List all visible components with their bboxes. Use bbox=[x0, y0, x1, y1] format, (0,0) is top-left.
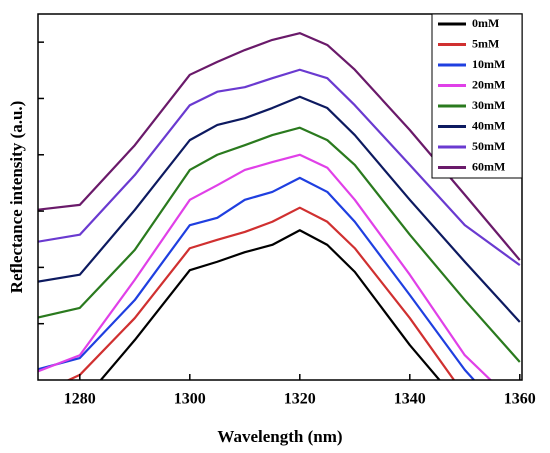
legend-box bbox=[431, 13, 523, 179]
legend-label: 60mM bbox=[472, 159, 505, 173]
series-line bbox=[99, 229, 441, 380]
x-tick-label: 1360 bbox=[504, 391, 536, 408]
series-line bbox=[38, 32, 521, 261]
x-tick-label: 1340 bbox=[394, 391, 426, 408]
x-tick-label: 1300 bbox=[174, 391, 206, 408]
series-line bbox=[38, 68, 521, 267]
legend-label: 20mM bbox=[472, 77, 505, 91]
x-tick-label: 1320 bbox=[284, 391, 316, 408]
legend-label: 30mM bbox=[472, 98, 505, 112]
series-line bbox=[38, 95, 521, 323]
x-axis-title: Wavelength (nm) bbox=[217, 427, 342, 446]
series-line bbox=[38, 176, 476, 380]
legend-label: 5mM bbox=[472, 36, 499, 50]
legend-label: 0mM bbox=[472, 16, 499, 30]
legend-label: 40mM bbox=[472, 118, 505, 132]
series-line bbox=[66, 206, 456, 380]
y-axis-title: Reflectance intensity (a.u.) bbox=[7, 101, 26, 294]
legend-label: 10mM bbox=[472, 57, 505, 71]
series-line bbox=[38, 153, 493, 380]
legend-label: 50mM bbox=[472, 139, 505, 153]
x-tick-label: 1280 bbox=[64, 391, 96, 408]
plot-frame bbox=[37, 13, 523, 381]
series-line bbox=[38, 126, 521, 363]
